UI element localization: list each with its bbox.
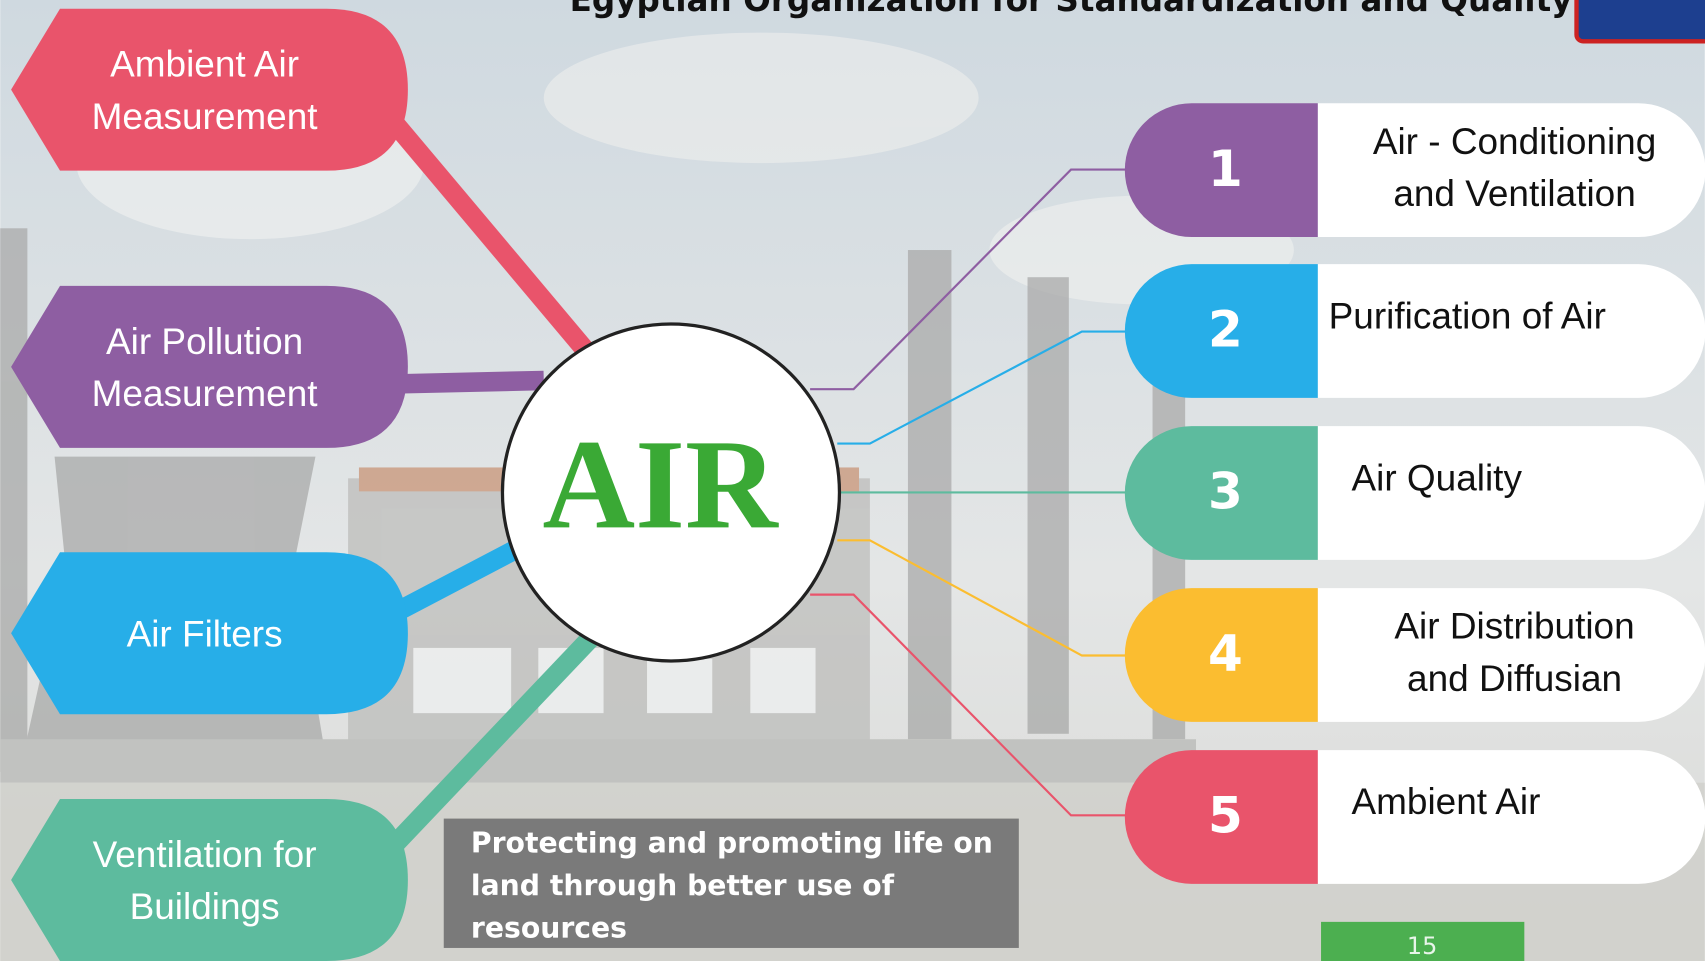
item-number: 3 <box>1208 463 1243 521</box>
item-number: 5 <box>1208 787 1243 845</box>
logo <box>1577 0 1705 41</box>
tagline-line: land through better use of <box>471 869 895 902</box>
tagline-line: resources <box>471 911 627 944</box>
center-label: AIR <box>542 413 779 555</box>
label-line: Purification of Air <box>1329 295 1606 336</box>
label-line: and Diffusian <box>1407 658 1622 699</box>
label-line: Ventilation for <box>93 834 317 875</box>
left-node <box>11 286 408 448</box>
connector <box>402 380 543 383</box>
label-line: Ambient Air <box>1351 781 1540 822</box>
page: Egyptian Organization for Standardizatio… <box>0 0 1705 961</box>
label-line: Buildings <box>130 886 280 927</box>
item-number: 2 <box>1208 301 1243 359</box>
tagline-line: Protecting and promoting life on <box>471 827 993 860</box>
slide: Egyptian Organization for Standardizatio… <box>0 0 1705 961</box>
label-line: and Ventilation <box>1393 173 1635 214</box>
item-number: 4 <box>1208 625 1243 683</box>
left-node <box>11 799 408 961</box>
label-line: Air Pollution <box>106 321 303 362</box>
label-line: Ambient Air <box>110 44 299 85</box>
page-number: 15 <box>1407 932 1437 960</box>
label-line: Air Quality <box>1351 457 1522 498</box>
item-number: 1 <box>1208 140 1243 198</box>
label-line: Air - Conditioning <box>1373 121 1656 162</box>
label-line: Air Filters <box>127 613 283 654</box>
header-title: Egyptian Organization for Standardizatio… <box>570 0 1573 19</box>
label-line: Air Distribution <box>1394 606 1634 647</box>
label-line: Measurement <box>92 373 318 414</box>
label-line: Measurement <box>92 96 318 137</box>
